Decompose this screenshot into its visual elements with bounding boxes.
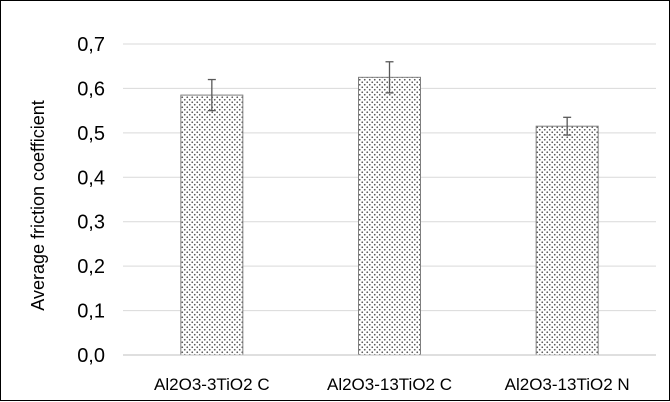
y-tick-label: 0,1	[77, 301, 105, 323]
bar	[535, 125, 599, 356]
bar	[180, 94, 244, 356]
y-tick-label: 0,3	[77, 212, 105, 234]
bar	[358, 76, 421, 356]
x-axis-labels: Al2O3-3TiO2 C Al2O3-13TiO2 C Al2O3-13TiO2 …	[154, 375, 630, 394]
error-bar	[207, 78, 216, 112]
y-tick-label: 0,2	[77, 256, 105, 278]
y-tick-label: 0,6	[77, 78, 105, 100]
x-category-label: Al2O3-3TiO2 C	[154, 375, 270, 394]
bars	[180, 76, 599, 356]
error-bar	[385, 61, 394, 94]
y-tick-label: 0,0	[77, 345, 105, 367]
error-bar	[563, 116, 572, 136]
y-axis-ticks: 0,0 0,1 0,2 0,3 0,4 0,5 0,6 0,7	[77, 34, 105, 367]
x-category-label: Al2O3-13TiO2 C	[327, 375, 452, 394]
y-tick-label: 0,7	[77, 34, 105, 56]
y-tick-label: 0,4	[77, 167, 105, 189]
x-category-label: Al2O3-13TiO2 N	[505, 375, 630, 394]
error-bars	[207, 61, 572, 136]
y-tick-label: 0,5	[77, 123, 105, 145]
y-axis-title: Average friction coefficient	[28, 100, 48, 310]
